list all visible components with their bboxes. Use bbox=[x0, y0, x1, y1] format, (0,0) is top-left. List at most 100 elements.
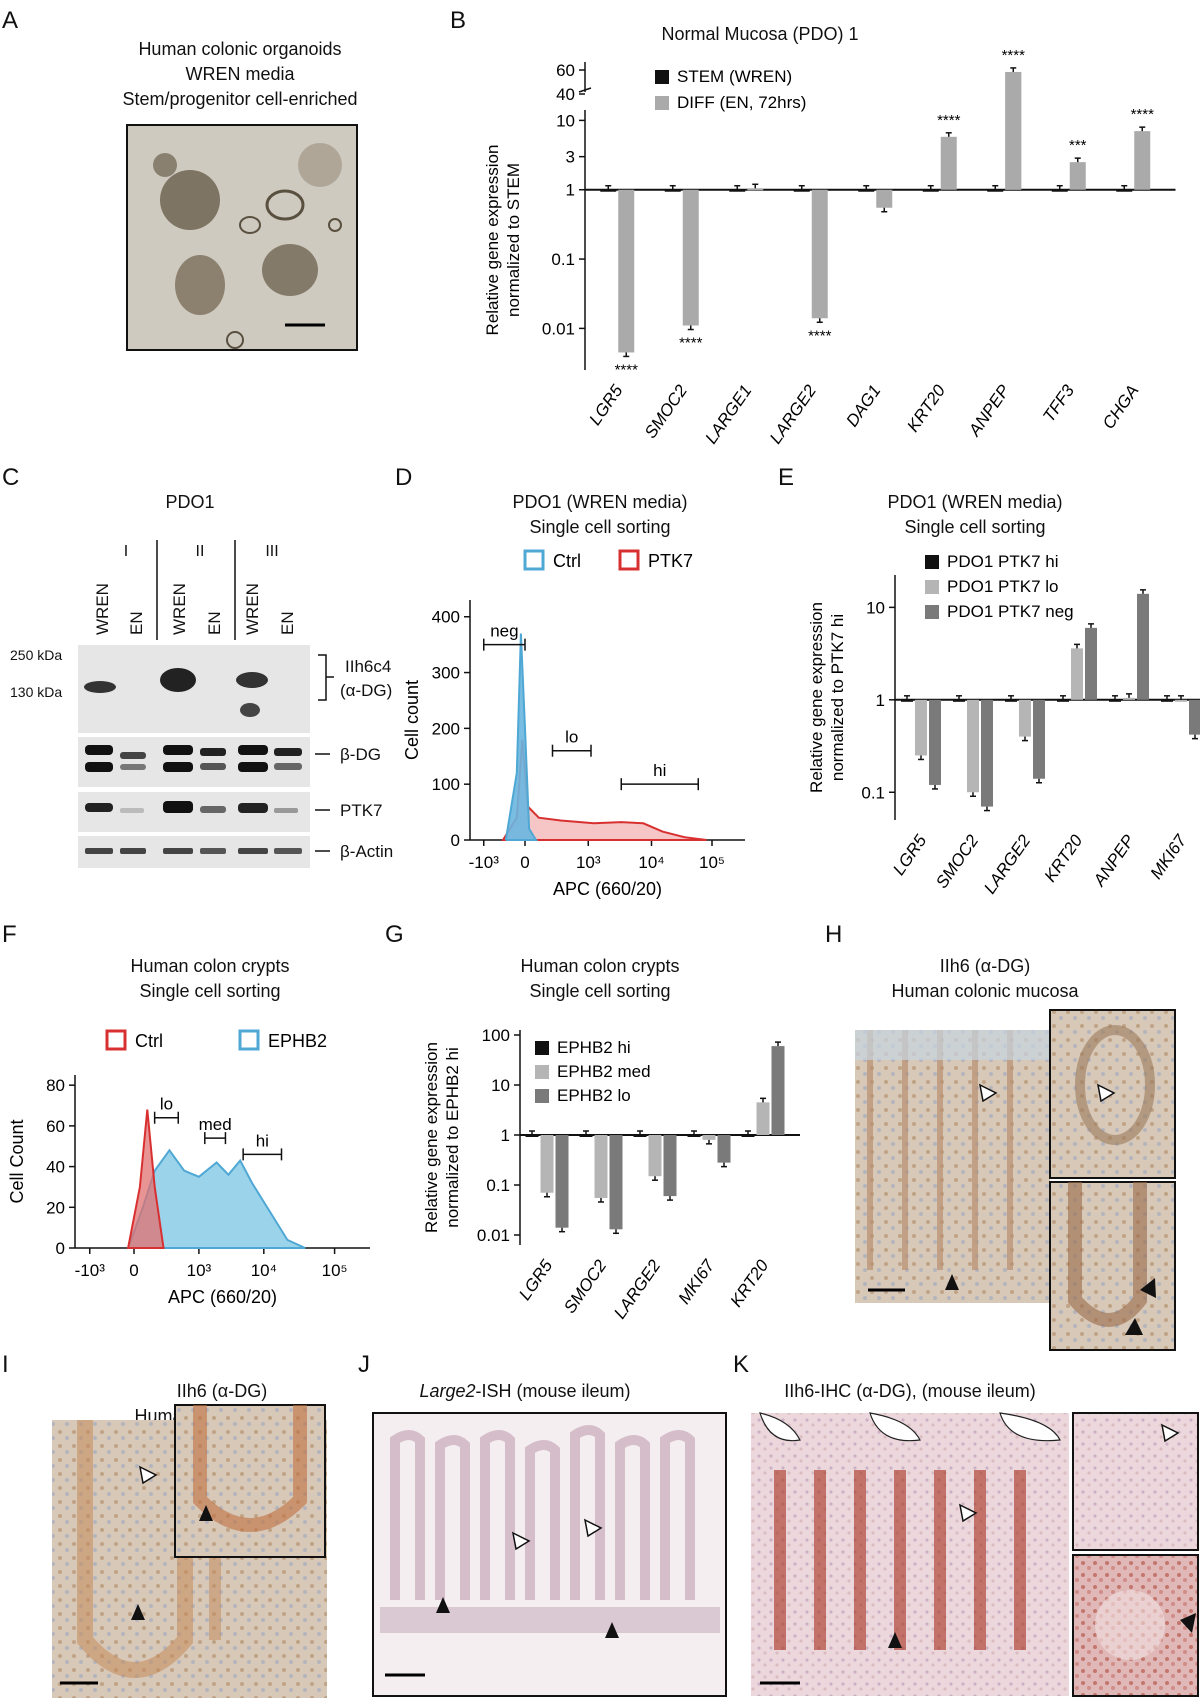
band-label-adg: (α-DG) bbox=[340, 681, 392, 700]
y-axis-label-line: Relative gene expression bbox=[483, 145, 502, 336]
bar-krt20-1 bbox=[940, 136, 957, 190]
bar-krt20-0 bbox=[741, 1135, 755, 1137]
bar-krt20-1 bbox=[756, 1102, 770, 1135]
y-tick-label: 80 bbox=[46, 1076, 65, 1095]
x-tick-label: -10³ bbox=[75, 1261, 106, 1280]
bar-smoc2-2 bbox=[981, 699, 993, 807]
bar-chga-0 bbox=[1116, 189, 1133, 192]
panel-letter-d: D bbox=[395, 464, 412, 491]
panel-letter-j: J bbox=[358, 1351, 370, 1378]
category-label: LARGE1 bbox=[701, 381, 755, 447]
bar-lgr5-0 bbox=[525, 1135, 539, 1137]
panel-letter-i: I bbox=[2, 1351, 9, 1378]
y-tick-label: 10 bbox=[556, 111, 575, 130]
legend-label: PDO1 PTK7 hi bbox=[947, 552, 1059, 571]
bar-large2-2 bbox=[663, 1135, 677, 1197]
panel-f-title-1: Human colon crypts bbox=[130, 956, 289, 976]
y-axis-label: Relative gene expression normalized to EP… bbox=[422, 1042, 462, 1233]
y-axis-label-line: normalized to EPHB2 hi bbox=[443, 1047, 462, 1227]
bar-large2-0 bbox=[793, 189, 810, 192]
bar-large2-2 bbox=[1033, 699, 1045, 779]
y-axis-label-line: normalized to PTK7 hi bbox=[828, 614, 847, 781]
legend-label: EPHB2 med bbox=[557, 1062, 651, 1081]
y-tick-label: 60 bbox=[46, 1117, 65, 1136]
legend-swatch bbox=[238, 1029, 260, 1051]
panel-letter-h: H bbox=[825, 921, 842, 948]
category-label: LGR5 bbox=[585, 381, 626, 429]
category-label: LARGE2 bbox=[766, 381, 820, 447]
lane-label-6: EN bbox=[278, 611, 297, 635]
y-tick-label: 0.1 bbox=[486, 1176, 510, 1195]
iih6-ihc-image bbox=[751, 1412, 1069, 1696]
y-tick-label: 200 bbox=[432, 719, 460, 738]
x-tick-label: 10⁴ bbox=[638, 853, 664, 872]
colonic-mucosa-inset-bottom bbox=[1049, 1181, 1176, 1351]
legend-label: DIFF (EN, 72hrs) bbox=[677, 93, 806, 112]
x-tick-label: 10⁵ bbox=[322, 1261, 348, 1280]
panel-g-title-1: Human colon crypts bbox=[520, 956, 679, 976]
panel-i-title-1: IIh6 (α-DG) bbox=[177, 1381, 267, 1401]
bar-mki67-2 bbox=[717, 1135, 731, 1163]
colonic-mucosa-image bbox=[855, 1030, 1050, 1303]
panel-e-title-1: PDO1 (WREN media) bbox=[887, 492, 1062, 512]
bar-mki67-2 bbox=[1189, 699, 1200, 735]
category-label: LARGE2 bbox=[980, 831, 1034, 897]
blot-group-2: II bbox=[196, 543, 205, 560]
bar-krt20-1 bbox=[1071, 648, 1083, 700]
panel-letter-a: A bbox=[2, 7, 18, 34]
legend-label: Ctrl bbox=[553, 551, 581, 571]
legend-swatch bbox=[925, 555, 939, 569]
bar-lgr5-1 bbox=[915, 699, 927, 756]
y-tick-label: 10 bbox=[866, 598, 885, 617]
bar-mki67-1 bbox=[702, 1135, 716, 1140]
bar-smoc2-0 bbox=[953, 699, 965, 702]
category-label: SMOC2 bbox=[641, 381, 692, 442]
band-label-bdg: β-DG bbox=[340, 745, 381, 764]
panel-letter-c: C bbox=[2, 464, 19, 491]
bar-lgr5-2 bbox=[555, 1135, 569, 1228]
gate-label-med: med bbox=[199, 1115, 232, 1134]
chart-b: 0.01 0.1 1 3 10 Relative gene expression norma… bbox=[483, 47, 1176, 447]
iih6-ihc-inset-bottom bbox=[1072, 1554, 1199, 1697]
category-label: SMOC2 bbox=[932, 831, 983, 892]
panel-letter-e: E bbox=[778, 464, 794, 491]
bar-chga-1 bbox=[1134, 131, 1151, 190]
legend-swatch bbox=[535, 1065, 549, 1079]
legend-label: EPHB2 bbox=[268, 1031, 327, 1051]
y-tick-label: 300 bbox=[432, 664, 460, 683]
panel-j-title-gene: Large2 bbox=[419, 1381, 475, 1401]
x-tick-label: 10⁵ bbox=[699, 853, 725, 872]
bar-lgr5-2 bbox=[929, 699, 941, 785]
y-tick-label: 0 bbox=[451, 831, 460, 850]
panel-letter-f: F bbox=[2, 921, 17, 948]
category-label: LGR5 bbox=[889, 831, 930, 879]
bar-large1-0 bbox=[729, 189, 746, 192]
x-tick-label: 10³ bbox=[576, 853, 601, 872]
bar-tff3-0 bbox=[1051, 189, 1068, 192]
legend-swatch bbox=[535, 1041, 549, 1055]
chart-e: 0.1 1 10 Relative gene expression normalized… bbox=[807, 552, 1200, 897]
lane-label-4: EN bbox=[205, 611, 224, 635]
panel-h-title-2: Human colonic mucosa bbox=[891, 981, 1079, 1001]
bar-mki67-0 bbox=[687, 1135, 701, 1137]
gate-label-lo: lo bbox=[565, 728, 578, 747]
band-label-bactin: β-Actin bbox=[340, 842, 393, 861]
bar-lgr5-1 bbox=[618, 189, 635, 353]
bar-anpep-upper bbox=[1005, 72, 1022, 190]
rectal-mucosa-inset bbox=[174, 1404, 326, 1558]
panel-f-title-2: Single cell sorting bbox=[139, 981, 280, 1001]
panel-h-title-1: IIh6 (α-DG) bbox=[940, 956, 1030, 976]
lane-label-3: WREN bbox=[170, 583, 189, 635]
bar-smoc2-0 bbox=[664, 189, 681, 192]
bar-smoc2-2 bbox=[609, 1135, 623, 1230]
panel-a-title-2: WREN media bbox=[185, 64, 295, 84]
large2-ish-image bbox=[372, 1412, 727, 1697]
bar-smoc2-0 bbox=[579, 1135, 593, 1137]
bar-smoc2-1 bbox=[594, 1135, 608, 1198]
x-tick-label: 0 bbox=[520, 853, 529, 872]
y-tick-label: 0.1 bbox=[861, 783, 885, 802]
legend-swatch bbox=[655, 70, 669, 84]
legend-swatch bbox=[618, 549, 640, 571]
bar-large2-1 bbox=[1019, 699, 1031, 737]
legend-swatch bbox=[523, 549, 545, 571]
